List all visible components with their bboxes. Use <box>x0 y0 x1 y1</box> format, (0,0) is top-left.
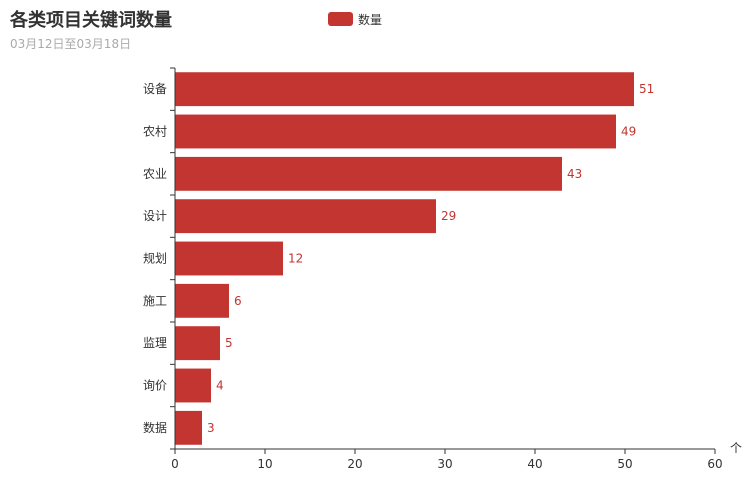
data-label: 12 <box>288 252 303 266</box>
x-tick-label: 60 <box>707 457 722 471</box>
chart-title: 各类项目关键词数量 <box>9 9 172 31</box>
bar[interactable] <box>175 368 211 403</box>
bar[interactable] <box>175 283 229 318</box>
data-label: 51 <box>639 82 654 96</box>
data-label: 6 <box>234 294 242 308</box>
bar[interactable] <box>175 199 436 234</box>
y-tick-label: 监理 <box>143 336 167 350</box>
data-label: 49 <box>621 125 636 139</box>
x-tick-label: 40 <box>527 457 542 471</box>
data-label: 4 <box>216 379 224 393</box>
legend[interactable]: 数量 <box>328 12 382 27</box>
data-label: 5 <box>225 336 233 350</box>
bar[interactable] <box>175 241 283 276</box>
y-tick-label: 设备 <box>143 82 167 96</box>
bar[interactable] <box>175 156 562 191</box>
y-tick-label: 设计 <box>143 209 167 223</box>
data-label: 29 <box>441 209 456 223</box>
bar[interactable] <box>175 114 616 149</box>
data-label: 43 <box>567 167 582 181</box>
x-tick-label: 10 <box>257 457 272 471</box>
bar[interactable] <box>175 410 202 445</box>
x-tick-label: 30 <box>437 457 452 471</box>
chart-subtitle: 03月12日至03月18日 <box>10 37 131 51</box>
bar[interactable] <box>175 72 634 107</box>
x-tick-label: 50 <box>617 457 632 471</box>
data-label: 3 <box>207 421 215 435</box>
legend-label[interactable]: 数量 <box>358 12 382 27</box>
y-tick-label: 农村 <box>143 125 167 139</box>
y-tick-label: 施工 <box>143 294 167 308</box>
x-tick-label: 20 <box>347 457 362 471</box>
x-tick-label: 0 <box>171 457 179 471</box>
y-tick-label: 农业 <box>143 167 167 181</box>
y-tick-label: 规划 <box>143 251 167 266</box>
y-tick-label: 询价 <box>143 379 167 393</box>
y-tick-label: 数据 <box>143 420 167 435</box>
bar[interactable] <box>175 326 220 361</box>
x-axis-unit: 个 <box>730 441 742 455</box>
legend-swatch[interactable] <box>328 12 353 26</box>
